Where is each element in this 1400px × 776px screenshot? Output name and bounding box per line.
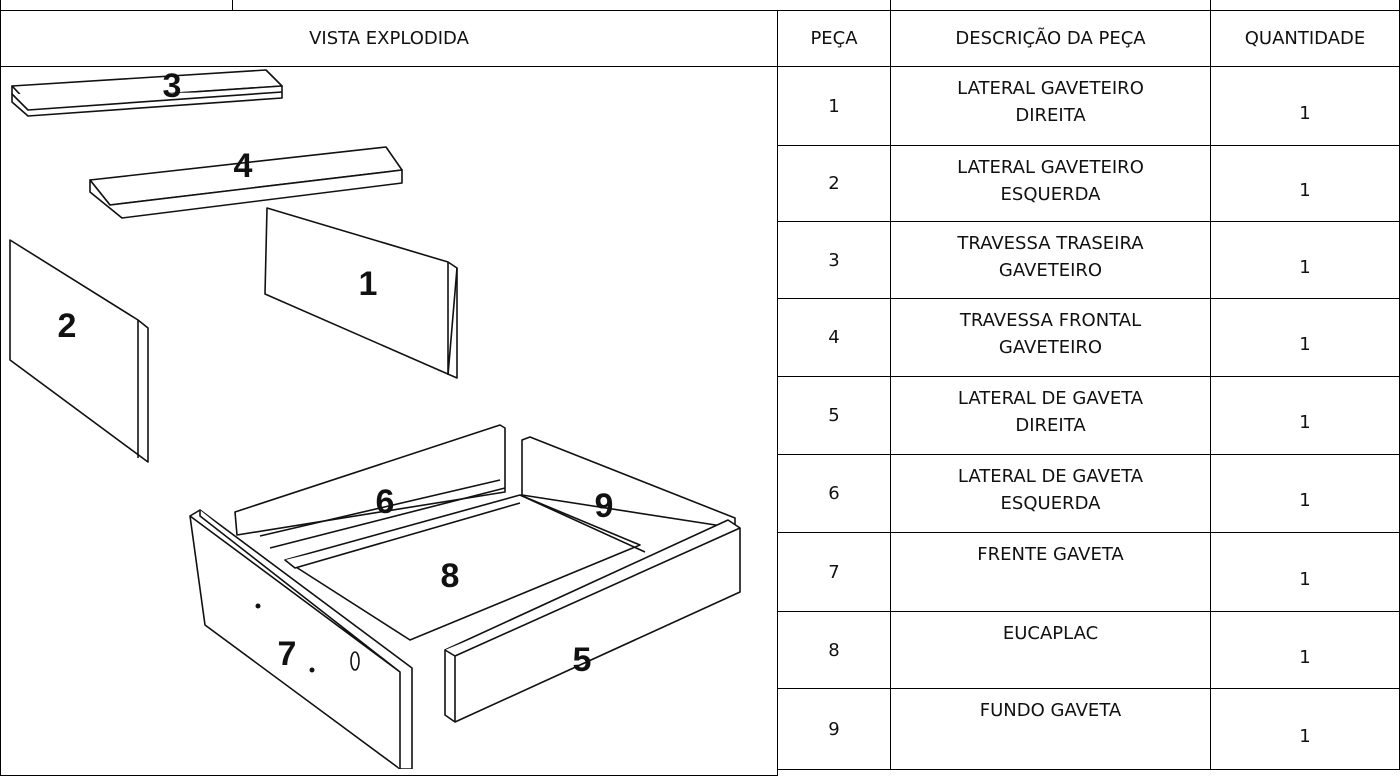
part-label: 1 xyxy=(359,265,378,303)
board xyxy=(89,169,403,219)
part-description: TRAVESSA FRONTAL GAVETEIRO xyxy=(890,298,1211,377)
board xyxy=(234,424,506,536)
board-edge xyxy=(11,91,283,111)
hole xyxy=(255,603,261,609)
board-edge xyxy=(444,527,741,722)
hole xyxy=(309,667,315,673)
board xyxy=(284,494,641,641)
part-label: 7 xyxy=(278,635,297,673)
board xyxy=(264,207,458,379)
part-label: 2 xyxy=(58,307,77,345)
part-label: 6 xyxy=(376,483,395,521)
board-edge xyxy=(447,262,458,376)
part-description: LATERAL GAVETEIRO ESQUERDA xyxy=(890,145,1211,222)
part-label: 5 xyxy=(573,641,592,679)
part-label: 3 xyxy=(163,67,182,105)
board-edge xyxy=(189,510,401,769)
handle-hole xyxy=(350,651,360,671)
part-description: LATERAL GAVETEIRO DIREITA xyxy=(890,66,1211,146)
part-label: 9 xyxy=(595,487,614,525)
part-label: 8 xyxy=(441,557,460,595)
board-edge xyxy=(284,494,646,569)
board xyxy=(9,239,149,463)
board xyxy=(521,436,736,529)
board-edge xyxy=(259,479,506,549)
board xyxy=(444,519,741,723)
part-label: 4 xyxy=(234,147,253,185)
part-description: TRAVESSA TRASEIRA GAVETEIRO xyxy=(890,221,1211,299)
